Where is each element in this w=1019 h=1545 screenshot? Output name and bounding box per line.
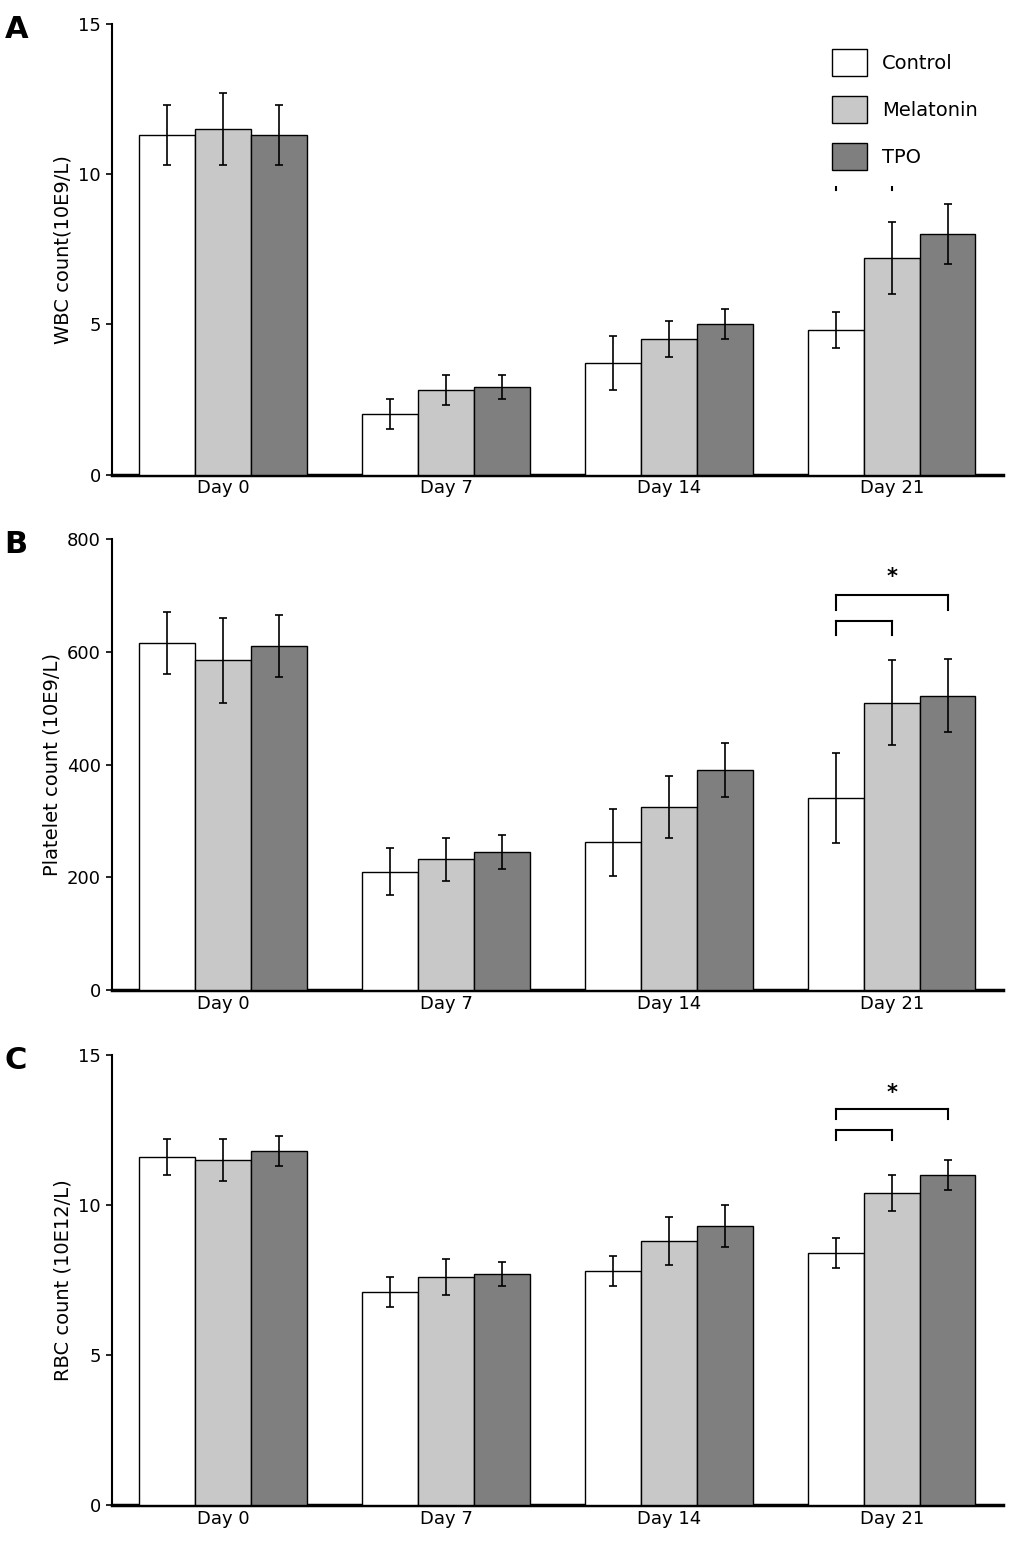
Y-axis label: Platelet count (10E9/L): Platelet count (10E9/L): [43, 654, 61, 876]
Bar: [863, 258, 919, 474]
Bar: [863, 703, 919, 990]
Bar: [585, 1272, 640, 1505]
Bar: [140, 1157, 195, 1505]
Bar: [195, 128, 251, 474]
Bar: [195, 1160, 251, 1505]
Bar: [418, 1278, 474, 1505]
Bar: [195, 660, 251, 990]
Text: *: *: [886, 567, 897, 587]
Bar: [474, 851, 529, 990]
Text: A: A: [4, 14, 29, 43]
Bar: [640, 1241, 696, 1505]
Text: B: B: [4, 530, 28, 559]
Y-axis label: RBC count (10E12/L): RBC count (10E12/L): [54, 1179, 72, 1381]
Legend: Control, Melatonin, TPO: Control, Melatonin, TPO: [815, 34, 993, 185]
Bar: [640, 806, 696, 990]
Bar: [140, 643, 195, 990]
Bar: [807, 799, 863, 990]
Bar: [474, 1275, 529, 1505]
Bar: [251, 1151, 307, 1505]
Bar: [919, 235, 974, 474]
Bar: [474, 388, 529, 474]
Text: **: **: [880, 134, 902, 154]
Text: *: *: [886, 1083, 897, 1103]
Bar: [640, 340, 696, 474]
Bar: [696, 771, 752, 990]
Bar: [418, 859, 474, 990]
Bar: [585, 363, 640, 474]
Bar: [696, 1225, 752, 1505]
Bar: [863, 1193, 919, 1505]
Bar: [919, 695, 974, 990]
Y-axis label: WBC count(10E9/L): WBC count(10E9/L): [54, 154, 72, 343]
Bar: [418, 391, 474, 474]
Bar: [251, 646, 307, 990]
Bar: [251, 134, 307, 474]
Bar: [362, 414, 418, 474]
Bar: [696, 324, 752, 474]
Bar: [362, 871, 418, 990]
Bar: [585, 842, 640, 990]
Bar: [362, 1292, 418, 1505]
Bar: [140, 134, 195, 474]
Bar: [807, 331, 863, 474]
Bar: [807, 1253, 863, 1505]
Text: C: C: [4, 1046, 26, 1075]
Bar: [919, 1174, 974, 1505]
